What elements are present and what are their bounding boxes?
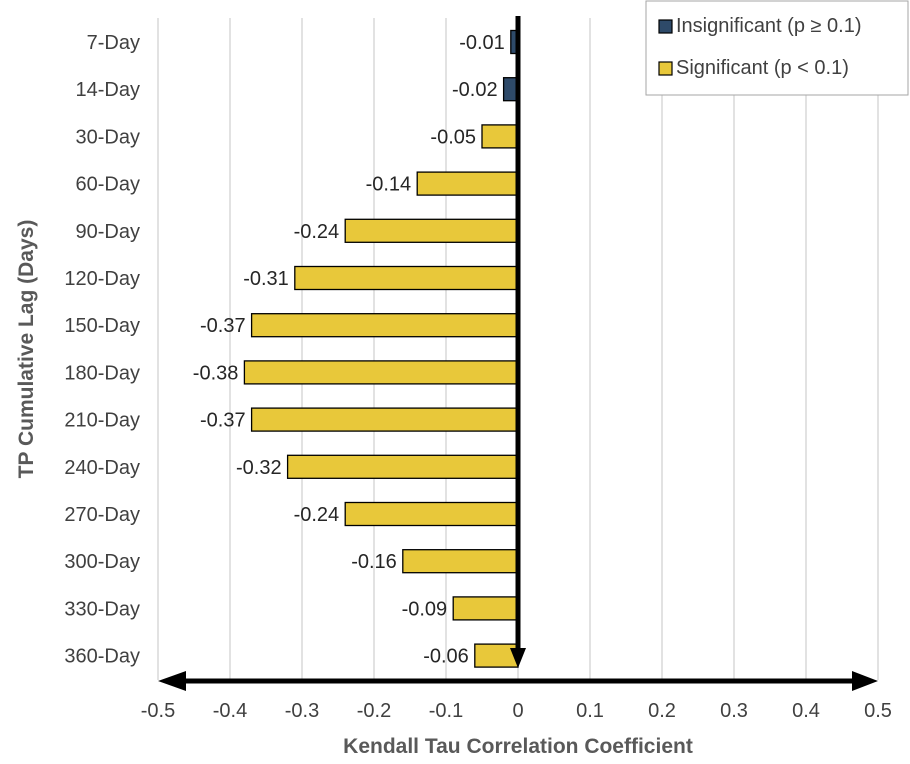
- legend-label: Insignificant (p ≥ 0.1): [676, 15, 862, 37]
- data-label: -0.01: [459, 32, 505, 54]
- x-tick-label: -0.3: [285, 700, 319, 722]
- category-label: 30-Day: [76, 126, 140, 148]
- data-label: -0.02: [452, 79, 498, 101]
- bar: [402, 549, 519, 574]
- data-labels: -0.01 -0.02 -0.05 -0.14 -0.24 -0.31 -0.37 -0.38…: [193, 32, 505, 668]
- y-axis-title: TP Cumulative Lag (Days): [15, 220, 38, 479]
- bar: [344, 501, 519, 527]
- x-tick-label: 0.2: [648, 700, 676, 722]
- data-label: -0.09: [402, 598, 448, 620]
- x-tick-label: 0.3: [720, 700, 748, 722]
- zero-axis-arrow: [510, 648, 526, 668]
- category-label: 150-Day: [64, 315, 140, 337]
- data-label: -0.24: [294, 504, 340, 526]
- bar: [243, 360, 519, 385]
- bar: [416, 171, 519, 196]
- category-label: 180-Day: [64, 362, 140, 384]
- x-axis-right-arrow: [852, 671, 878, 691]
- category-label: 330-Day: [64, 598, 140, 620]
- bar: [474, 643, 519, 668]
- x-axis-left-arrow: [158, 671, 186, 691]
- x-tick-label: 0.1: [576, 700, 604, 722]
- category-label: 240-Day: [64, 457, 140, 479]
- category-label: 210-Day: [64, 410, 140, 432]
- bar: [452, 596, 519, 621]
- x-tick-label: -0.2: [357, 700, 391, 722]
- legend: Insignificant (p ≥ 0.1) Significant (p < …: [645, 0, 909, 96]
- x-tick-label: 0.4: [792, 700, 820, 722]
- data-label: -0.05: [430, 126, 476, 148]
- x-tick-label: -0.1: [429, 700, 463, 722]
- x-tick-label: 0.5: [864, 700, 892, 722]
- category-label: 360-Day: [64, 646, 140, 668]
- x-tick-label: -0.5: [141, 700, 175, 722]
- category-labels: 7-Day 14-Day 30-Day 60-Day 90-Day 120-Day 150-…: [64, 32, 140, 668]
- x-tick-label: -0.4: [213, 700, 247, 722]
- data-label: -0.06: [423, 646, 469, 668]
- data-label: -0.16: [351, 551, 397, 573]
- data-label: -0.24: [294, 221, 340, 243]
- axes: [158, 16, 878, 691]
- legend-box: [645, 0, 909, 96]
- x-axis-title: Kendall Tau Correlation Coefficient: [343, 735, 693, 758]
- data-label: -0.38: [193, 362, 239, 384]
- bar: [294, 265, 519, 291]
- category-label: 14-Day: [76, 79, 140, 101]
- bar: [250, 407, 519, 432]
- data-label: -0.14: [366, 174, 412, 196]
- category-label: 120-Day: [64, 268, 140, 290]
- legend-label: Significant (p < 0.1): [676, 57, 849, 79]
- data-label: -0.37: [200, 410, 246, 432]
- category-label: 60-Day: [76, 174, 140, 196]
- bar: [250, 313, 519, 338]
- legend-swatch: [658, 19, 673, 34]
- category-label: 90-Day: [76, 221, 140, 243]
- x-tick-labels: -0.5 -0.4 -0.3 -0.2 -0.1 0 0.1 0.2 0.3 0.4 0.5: [141, 700, 892, 722]
- bar: [286, 454, 519, 479]
- data-label: -0.32: [236, 457, 282, 479]
- x-tick-label: 0: [512, 700, 523, 722]
- legend-swatch: [658, 61, 673, 76]
- category-label: 7-Day: [87, 32, 140, 54]
- bar: [481, 124, 519, 149]
- data-label: -0.31: [243, 268, 289, 290]
- category-label: 300-Day: [64, 551, 140, 573]
- data-label: -0.37: [200, 315, 246, 337]
- category-label: 270-Day: [64, 504, 140, 526]
- bar: [344, 218, 519, 243]
